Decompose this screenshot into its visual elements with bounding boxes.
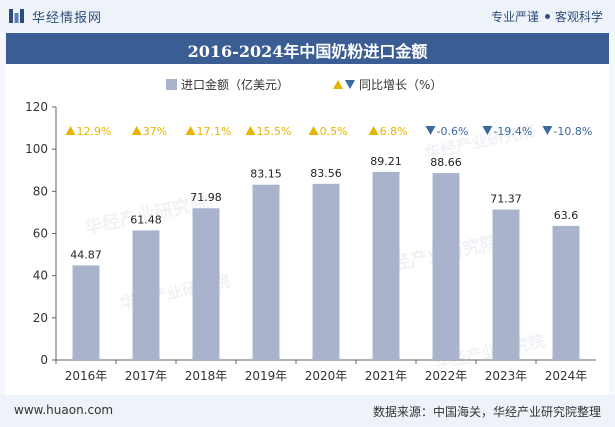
y-tick-label: 80: [33, 184, 48, 198]
tagline-left: 专业严谨: [490, 10, 539, 24]
x-tick-label: 2020年: [305, 369, 348, 383]
bar: [552, 225, 580, 360]
x-tick-label: 2021年: [365, 369, 408, 383]
growth-up-icon: [185, 126, 196, 135]
bar: [192, 208, 220, 360]
y-tick-label: 120: [25, 100, 48, 114]
bar-value-label: 88.66: [430, 156, 462, 169]
x-tick-label: 2022年: [425, 369, 468, 383]
y-tick-label: 60: [33, 227, 48, 241]
y-tick-label: 0: [40, 353, 48, 367]
growth-label: 6.8%: [380, 125, 408, 138]
bar: [312, 183, 340, 360]
chart-title: 2016-2024年中国奶粉进口金额: [187, 42, 428, 61]
title-bar: 2016-2024年中国奶粉进口金额: [6, 33, 609, 64]
legend-bar-swatch: [166, 79, 177, 90]
bar-value-label: 63.6: [554, 209, 579, 222]
bar: [132, 230, 160, 360]
growth-label: 12.9%: [77, 125, 112, 138]
brand-logo-icon: [9, 9, 24, 23]
top-bar: 华经情报网 专业严谨 客观科学: [0, 0, 615, 32]
bars: 44.87 12.9% 61.48 37% 71.98 17.1% 83.15 15.5% 83…: [65, 125, 592, 360]
legend-bar-label: 进口金额（亿美元）: [181, 77, 289, 92]
growth-down-icon: [542, 126, 553, 135]
tagline: 专业严谨 客观科学: [491, 8, 603, 25]
growth-label: 17.1%: [197, 125, 232, 138]
growth-up-icon: [368, 126, 379, 135]
footer: www.huaon.com 数据来源：中国海关，华经产业研究院整理: [0, 395, 615, 427]
tagline-dot-icon: [544, 14, 550, 19]
growth-label: 37%: [143, 125, 167, 138]
legend: 进口金额（亿美元） 同比增长（%）: [166, 77, 442, 92]
brand-name: 华经情报网: [32, 11, 103, 26]
legend-growth-label: 同比增长（%）: [359, 78, 442, 92]
growth-down-icon: [425, 126, 436, 135]
growth-down-icon: [482, 126, 493, 135]
chart-area: 华经产业研究院华经产业研究院华经产业研究院华经产业研究院华经产业研究院 进口金额…: [6, 64, 609, 395]
x-tick-label: 2016年: [65, 369, 108, 383]
bar: [492, 209, 520, 360]
x-tick-label: 2017年: [125, 369, 168, 383]
growth-label: -19.4%: [493, 125, 532, 138]
x-tick-label: 2018年: [185, 369, 228, 383]
x-tick-label: 2024年: [545, 369, 588, 383]
legend-up-triangle-icon: [333, 80, 343, 89]
chart-svg: 华经产业研究院华经产业研究院华经产业研究院华经产业研究院华经产业研究院 进口金额…: [25, 77, 596, 383]
bar-value-label: 71.37: [490, 193, 522, 206]
footer-site-link[interactable]: www.huaon.com: [14, 403, 114, 417]
growth-label: -10.8%: [553, 125, 592, 138]
growth-label: -0.6%: [437, 125, 469, 138]
bar-value-label: 44.87: [70, 248, 102, 261]
bar: [432, 173, 460, 360]
y-tick-label: 40: [33, 269, 48, 283]
x-tick-label: 2019年: [245, 369, 288, 383]
bar-value-label: 83.15: [250, 168, 282, 181]
bar-value-label: 61.48: [130, 213, 162, 226]
growth-label: 0.5%: [320, 125, 348, 138]
growth-up-icon: [131, 126, 142, 135]
x-tick-label: 2023年: [485, 369, 528, 383]
legend-down-triangle-icon: [345, 80, 355, 89]
bar: [372, 171, 400, 360]
bar-value-label: 71.98: [190, 191, 222, 204]
bar: [72, 265, 100, 360]
bar: [252, 184, 280, 360]
growth-up-icon: [65, 126, 76, 135]
growth-label: 15.5%: [257, 125, 292, 138]
y-tick-label: 100: [25, 142, 48, 156]
growth-up-icon: [308, 126, 319, 135]
bar-value-label: 83.56: [310, 167, 342, 180]
growth-up-icon: [245, 126, 256, 135]
footer-source: 数据来源：中国海关，华经产业研究院整理: [372, 405, 601, 419]
bar-value-label: 89.21: [370, 155, 402, 168]
tagline-right: 客观科学: [554, 10, 603, 24]
y-tick-label: 20: [33, 311, 48, 325]
